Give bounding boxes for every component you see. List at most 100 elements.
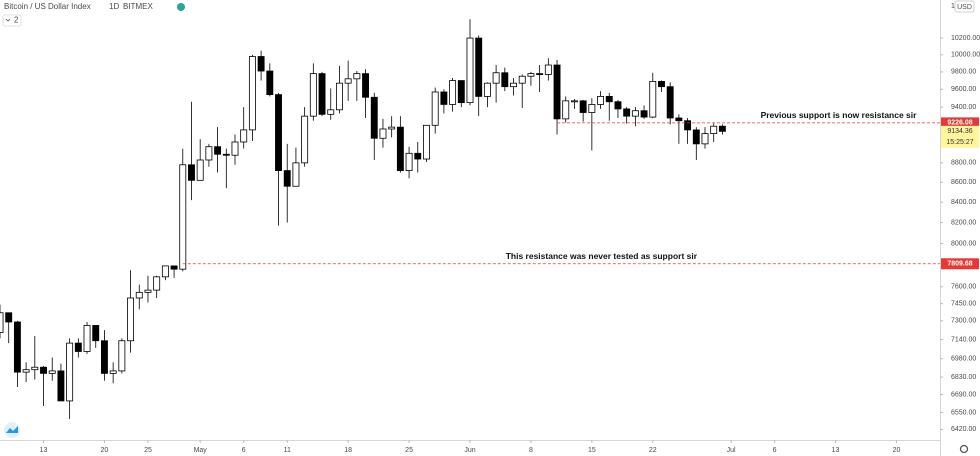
candle-body: [309, 73, 317, 117]
candle-body: [579, 100, 587, 113]
y-tick-label: 7140.00: [951, 336, 976, 343]
y-tick-label: 9400.00: [951, 104, 976, 111]
candle-body: [248, 56, 256, 131]
candle-body: [127, 297, 135, 342]
currency-button[interactable]: [954, 0, 975, 13]
pane-toggle[interactable]: [2, 14, 22, 27]
candle-body: [605, 95, 613, 103]
candle-body: [414, 152, 422, 160]
candle-body: [257, 56, 265, 72]
y-tick-label: 7600.00: [951, 284, 976, 291]
candle-body: [370, 96, 378, 139]
annotation: Previous support is now resistance sir: [761, 110, 918, 120]
candles: [0, 19, 726, 419]
y-tick-label: 10200.00: [951, 35, 980, 42]
last-price-box: [941, 125, 979, 148]
candle-body: [353, 73, 361, 80]
countdown: 15:25:27: [946, 139, 973, 146]
x-tick-label: 25: [144, 447, 152, 454]
candle-body: [483, 82, 491, 97]
candle-body: [449, 80, 457, 105]
candle-body: [100, 340, 108, 374]
x-tick-label: 15: [588, 447, 596, 454]
candle-body: [335, 82, 343, 111]
candle-body: [40, 366, 47, 374]
x-tick-label: 13: [40, 447, 48, 454]
candle-body: [562, 100, 570, 120]
candle-body: [423, 124, 430, 160]
candle-body: [231, 141, 239, 156]
y-tick-label: 8400.00: [951, 199, 976, 206]
logo: [4, 422, 20, 438]
candle-body: [597, 95, 605, 105]
level-price-box: [941, 258, 979, 270]
y-tick-label: 9600.00: [951, 86, 976, 93]
candle-body: [536, 73, 544, 76]
candle-body: [475, 37, 483, 97]
candle-body: [179, 164, 187, 270]
x-tick-label: May: [194, 447, 208, 454]
y-tick-label: 6420.00: [951, 426, 976, 433]
candle-body: [501, 72, 509, 88]
candle-body: [666, 86, 674, 119]
x-tick-label: 25: [405, 447, 413, 454]
candle-body: [275, 94, 282, 171]
candle-body: [222, 153, 230, 156]
gear[interactable]: [959, 444, 969, 454]
y-tick-label: 6550.00: [951, 409, 976, 416]
candle-body: [396, 126, 404, 171]
y-tick-label: 8000.00: [951, 240, 976, 247]
candle-body: [74, 342, 82, 352]
candle-body: [640, 110, 648, 118]
candle-body: [31, 366, 39, 371]
y-tick-label: 7300.00: [951, 318, 976, 325]
settings-icon[interactable]: [959, 444, 969, 454]
candle-body: [266, 70, 274, 96]
y-tick-label: 6980.00: [951, 356, 976, 363]
candle-body: [466, 37, 474, 104]
y-tick-label: 9800.00: [951, 69, 976, 76]
candle-body: [527, 73, 535, 77]
y-tick-label: 6690.00: [951, 391, 976, 398]
candle-body: [66, 342, 74, 402]
level-price: 7809.68: [947, 261, 972, 268]
y-tick-label: 10000.00: [951, 52, 980, 59]
x-tick-label: 18: [344, 447, 352, 454]
header: Bitcoin / US Dollar Index 1D BITMEX 2: [2, 2, 185, 27]
candle-body: [327, 109, 335, 115]
axis-one: 1: [951, 3, 955, 10]
symbol-title: Bitcoin / US Dollar Index: [4, 2, 91, 11]
logo-mark: [6, 426, 18, 433]
candle-body: [13, 321, 21, 373]
candle-body: [161, 265, 169, 278]
x-tick-label: 20: [893, 447, 901, 454]
candle-body: [518, 75, 526, 84]
candle-body: [710, 125, 718, 135]
candle-body: [188, 164, 195, 181]
candle-body: [196, 159, 204, 181]
candle-body: [362, 73, 370, 98]
candle-body: [83, 325, 91, 352]
candle-body: [48, 370, 56, 374]
currency: USD: [957, 4, 972, 11]
candle-body: [118, 340, 126, 372]
candle-body: [553, 64, 561, 120]
candle-body: [109, 370, 117, 374]
y-tick-label: 8800.00: [951, 160, 976, 167]
candle-body: [614, 101, 622, 110]
candle-body: [0, 312, 4, 333]
candle-body: [701, 133, 709, 145]
level-price-box: [941, 117, 979, 129]
pane-count: 2: [14, 16, 19, 25]
candle-body: [631, 110, 639, 117]
candle-body: [440, 91, 448, 105]
candle-body: [544, 64, 552, 75]
candle-body: [658, 81, 665, 88]
candle-body: [388, 126, 396, 130]
x-tick-label: 20: [101, 447, 109, 454]
candle-body: [588, 104, 596, 113]
x-tick-label: 6: [242, 447, 246, 454]
candle-body: [718, 125, 726, 132]
y-tick-label: 7450.00: [951, 300, 976, 307]
